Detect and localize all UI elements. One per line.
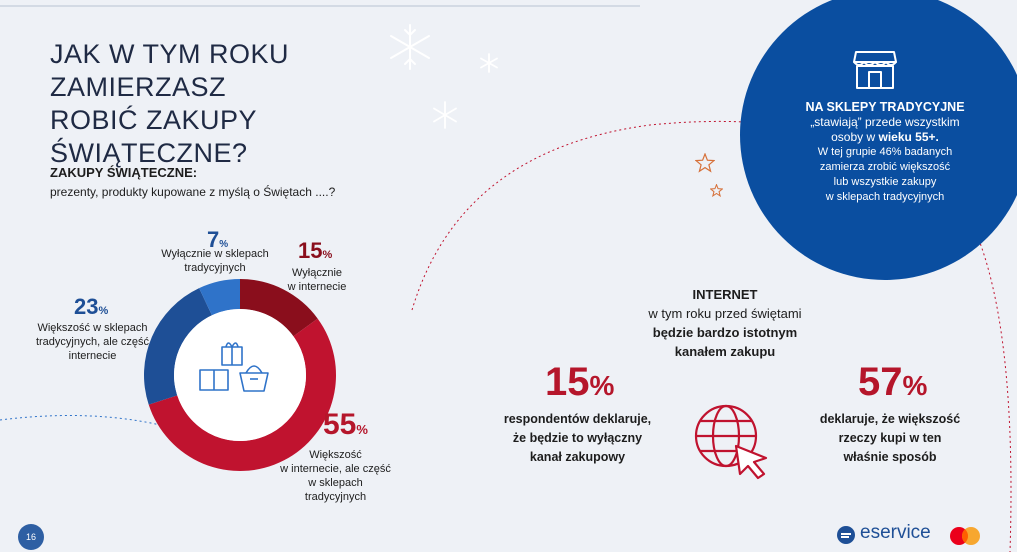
internet-line: kanałem zakupu <box>674 344 776 359</box>
stat-left-value: 15% <box>545 362 614 406</box>
stat-left-line: że będzie to wyłączny <box>512 431 643 445</box>
brand-name: eservice <box>860 522 931 543</box>
slice-desc-line: Wyłącznie <box>291 267 343 279</box>
circle-line: osoby w wieku 55+. <box>770 130 1000 145</box>
mastercard-logo-icon <box>950 527 980 545</box>
snowflake-icon <box>390 24 430 70</box>
slice-label-15: 15% <box>298 240 332 263</box>
stat-left-line: kanał zakupowy <box>529 450 626 464</box>
title-line-2: ROBIĆ ZAKUPY ŚWIĄTECZNE? <box>50 105 257 168</box>
donut-slice-7 <box>199 279 240 316</box>
circle-text: NA SKLEPY TRADYCYJNE „stawiają” przede w… <box>770 100 1000 205</box>
subtitle-heading: ZAKUPY ŚWIĄTECZNE: <box>50 165 198 180</box>
internet-heading: INTERNET w tym roku przed świętami będzi… <box>600 285 850 361</box>
slice-desc-line: tradycyjnych, ale część <box>35 336 150 348</box>
donut-slice-15 <box>240 279 318 337</box>
circle-line: zamierza zrobić większość <box>819 161 951 173</box>
circle-line: lub wszystkie zakupy <box>833 176 937 188</box>
stat-right-text: deklaruje, że większość rzeczy kupi w te… <box>800 410 980 467</box>
percent-sign: % <box>356 422 368 437</box>
circle-heading: NA SKLEPY TRADYCYJNE <box>805 100 965 114</box>
internet-line: w tym roku przed świętami <box>648 306 802 321</box>
donut-chart <box>144 279 336 471</box>
slice-desc-line: tradycyjnych <box>184 262 246 274</box>
stat-right-line: właśnie sposób <box>843 450 937 464</box>
circle-line: w sklepach tradycyjnych <box>825 191 945 203</box>
circle-line: W tej grupie 46% badanych <box>817 146 953 158</box>
donut-slice-23 <box>144 288 212 405</box>
star-icon <box>710 184 723 197</box>
internet-title: INTERNET <box>692 287 758 302</box>
internet-line: będzie bardzo istotnym <box>652 325 798 340</box>
shop-icon <box>853 51 897 89</box>
globe-cursor-icon <box>694 404 768 480</box>
star-icon <box>695 153 715 173</box>
circle-line-part: osoby w <box>831 130 879 144</box>
donut-slice-55 <box>148 318 336 471</box>
slice-value-7: 7 <box>207 227 220 252</box>
slice-desc-line: w sklepach tradycyjnych <box>304 477 367 503</box>
circle-line: „stawiają” przede wszystkim <box>810 115 960 129</box>
subtitle-text: prezenty, produkty kupowane z myślą o Św… <box>50 185 336 199</box>
page-number: 16 <box>18 524 44 550</box>
percent-sign: % <box>98 305 109 317</box>
highlight-circle <box>740 0 1017 280</box>
stat-left-line: respondentów deklaruje, <box>503 412 652 426</box>
percent-sign: % <box>589 370 615 401</box>
slice-label-55: 55% <box>323 410 368 440</box>
slice-desc-23: Większość w sklepach tradycyjnych, ale c… <box>30 321 155 363</box>
stat-right-number: 57 <box>858 360 903 404</box>
title-line-1: JAK W TYM ROKU ZAMIERZASZ <box>50 39 290 102</box>
slice-desc-line: Większość w sklepach <box>37 322 148 334</box>
circle-age-highlight: wieku 55+. <box>878 130 939 144</box>
stat-right-value: 57% <box>858 362 927 406</box>
percent-sign: % <box>219 239 229 250</box>
slice-label-23: 23% <box>74 296 108 319</box>
slice-value-23: 23 <box>74 294 99 319</box>
slice-desc-line: internecie <box>68 350 117 362</box>
slice-desc-15: Wyłącznie w internecie <box>282 266 352 294</box>
slice-value-15: 15 <box>298 238 323 263</box>
stat-left-text: respondentów deklaruje, że będzie to wył… <box>490 410 665 467</box>
slice-desc-line: Większość <box>309 449 362 461</box>
stat-left-number: 15 <box>545 360 590 404</box>
snowflake-icon <box>480 53 498 73</box>
slice-desc-55: Większość w internecie, ale część w skle… <box>278 448 393 504</box>
slice-desc-line: w internecie <box>287 281 347 293</box>
stat-right-line: deklaruje, że większość <box>819 412 961 426</box>
percent-sign: % <box>902 370 928 401</box>
percent-sign: % <box>322 249 333 261</box>
slice-label-7: 7% <box>207 229 228 252</box>
slice-value-55: 55 <box>323 408 357 441</box>
eservice-logo-icon <box>837 526 855 544</box>
slice-desc-7: Wyłącznie w sklepach tradycyjnych <box>160 247 270 275</box>
slice-desc-line: Wyłącznie w sklepach <box>161 248 269 260</box>
page-title: JAK W TYM ROKU ZAMIERZASZ ROBIĆ ZAKUPY Ś… <box>50 38 430 170</box>
gift-basket-icon <box>199 342 269 392</box>
slice-desc-line: w internecie, ale część <box>280 463 391 475</box>
snowflake-icon <box>433 101 457 129</box>
stat-right-line: rzeczy kupi w ten <box>838 431 942 445</box>
